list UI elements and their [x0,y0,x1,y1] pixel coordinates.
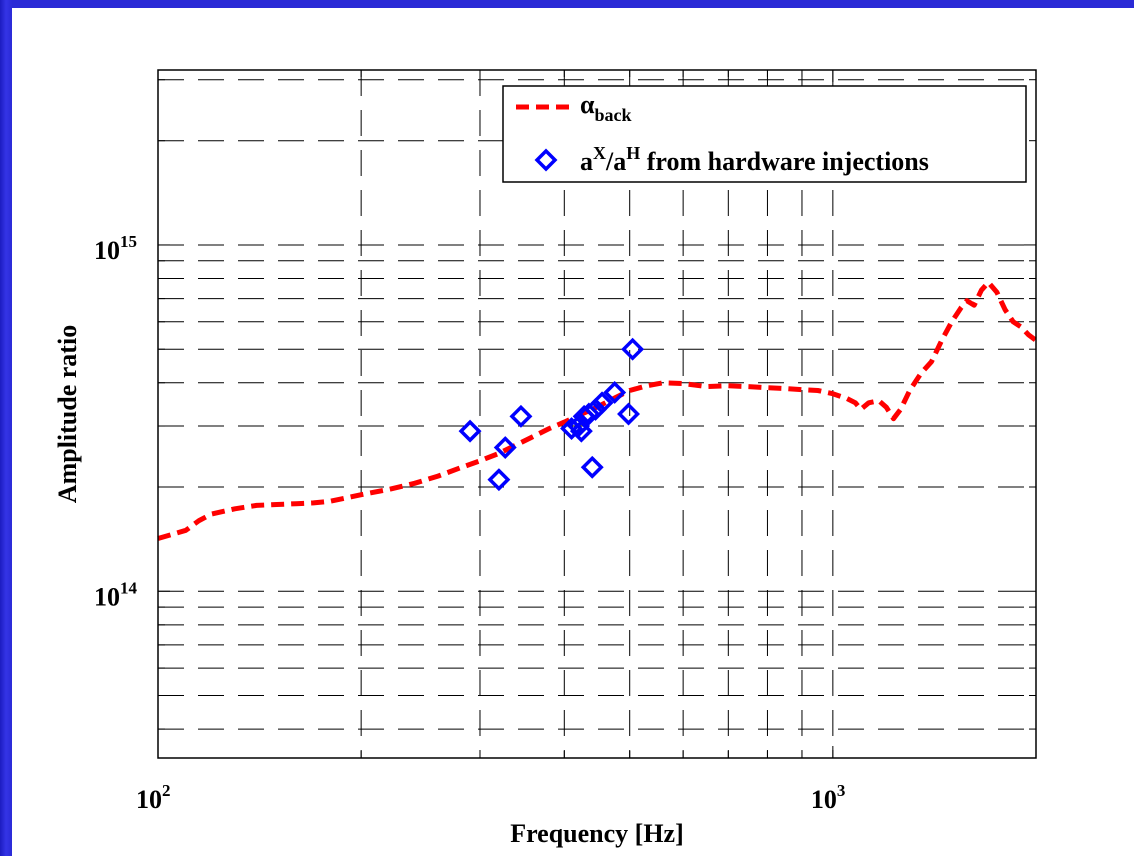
hardware-injection-point [590,391,614,415]
x-tick-label-exponent: 3 [837,781,846,800]
hardware-injection-point [603,380,627,404]
hardware-injection-point [580,455,604,479]
legend-entry-sup-x: X [593,143,606,163]
x-tick-label-base: 10 [136,785,162,814]
hardware-injection-point [584,397,608,421]
hardware-injection-point [621,337,645,361]
y-tick-label-exponent: 15 [120,232,137,251]
x-tick-label-exponent: 2 [162,781,171,800]
legend-entry-tail: from hardware injections [640,147,929,176]
plot-area-frame [157,69,1037,759]
legend-entry-alpha-back: αback [580,90,632,125]
x-tick-label: 103 [811,781,846,814]
hardware-injection-point [617,402,640,426]
x-axis-label: Frequency [Hz] [510,819,684,848]
y-tick-label-exponent: 14 [120,578,138,597]
legend-entry-slash-a: /a [605,147,626,176]
hardware-injection-point [493,436,517,460]
y-tick-label-base: 10 [94,236,120,265]
y-tick-label: 1015 [94,232,137,265]
legend-entry-a: a [580,147,593,176]
legend-entry-sup-h: H [626,143,640,163]
plot-series [157,279,1038,541]
legend: αback aX/aH from hardware injections [502,85,1027,183]
x-tick-label-base: 10 [811,785,837,814]
x-tick-label: 102 [136,781,171,814]
hardware-injection-point [509,404,533,428]
legend-entry-alpha-subscript: back [595,105,632,125]
legend-entry-hardware-injections: aX/aH from hardware injections [580,143,929,176]
alpha-back-line [157,279,1038,541]
hardware-injection-point [577,402,601,426]
legend-box [502,85,1027,183]
legend-entry-alpha-symbol: α [580,90,595,119]
y-tick-label: 1014 [94,578,138,611]
legend-diamond-marker [534,148,558,172]
hardware-injection-point [458,419,482,443]
y-tick-label-base: 10 [94,582,120,611]
hardware-injection-point [569,419,593,443]
y-axis-label: Amplitude ratio [53,325,82,503]
hardware-injection-point [487,468,511,492]
